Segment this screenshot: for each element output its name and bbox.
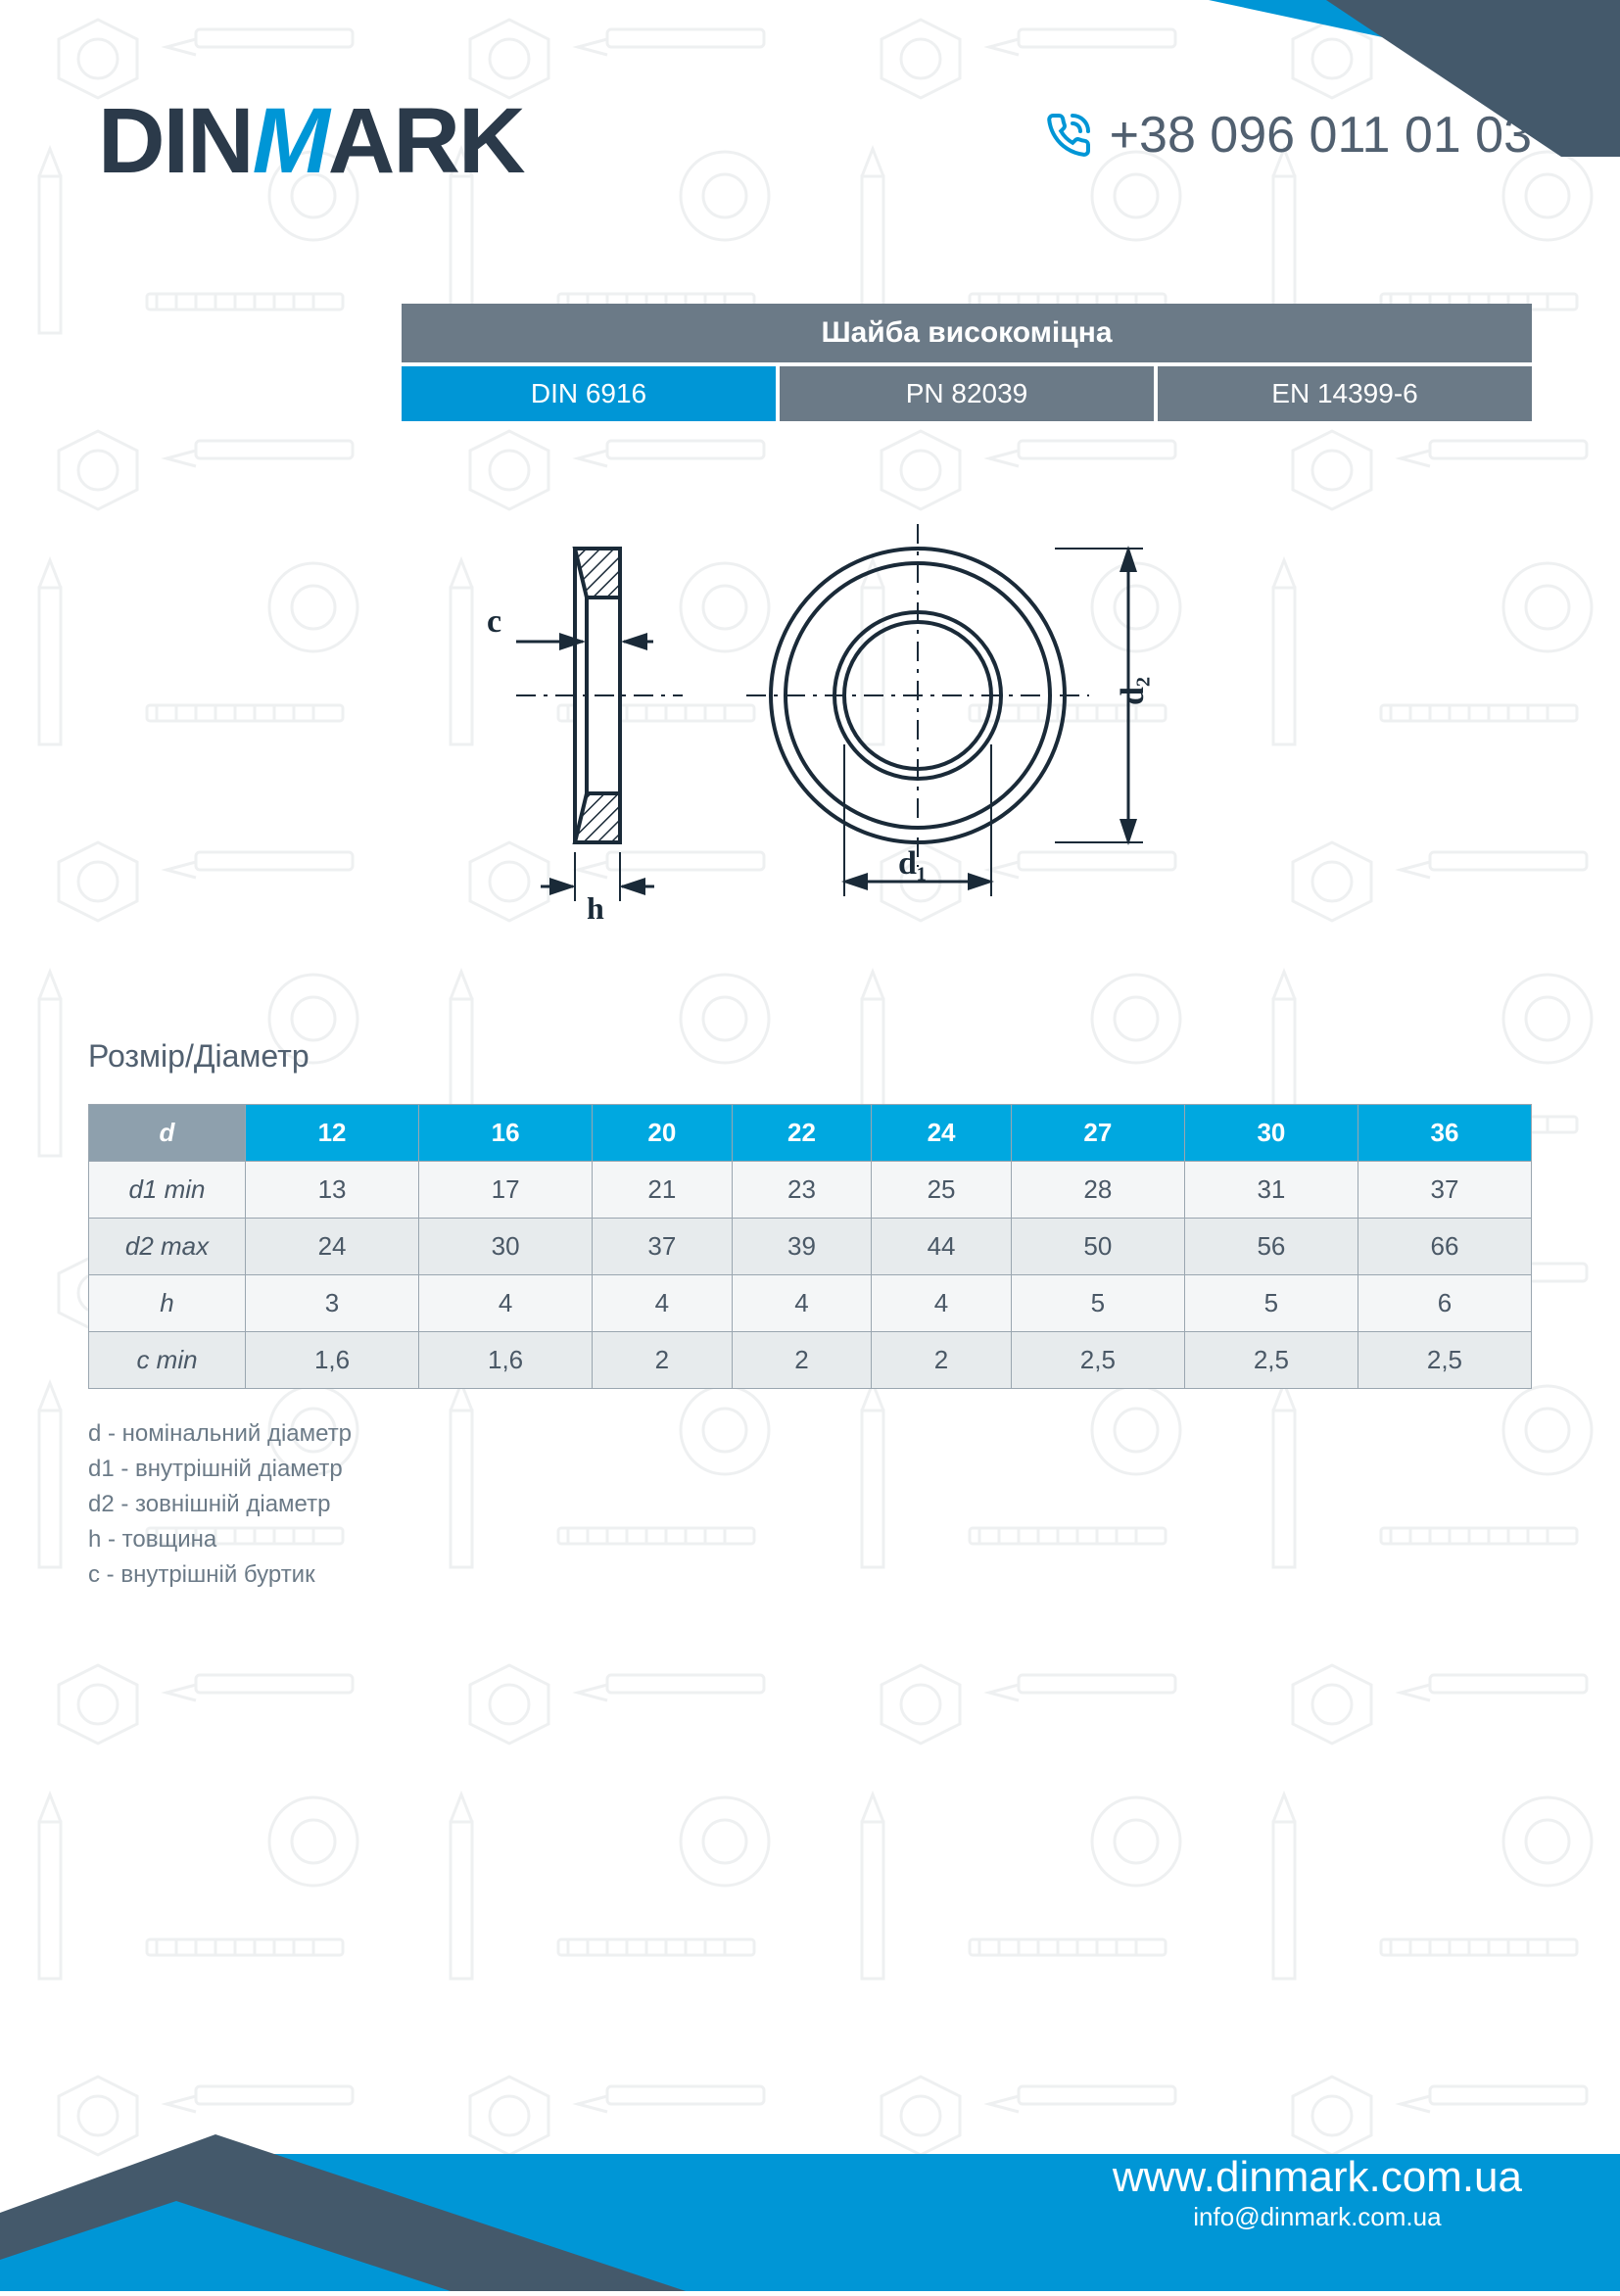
table-cell: 1,6 [419,1332,593,1389]
table-cell: 17 [419,1162,593,1219]
table-row-label: c min [89,1332,246,1389]
standard-cell: PN 82039 [780,366,1154,421]
table-header-cell: 12 [246,1105,419,1162]
table-cell: 23 [732,1162,872,1219]
table-cell: 2,5 [1184,1332,1358,1389]
table-cell: 37 [593,1219,733,1275]
footer-email: info@dinmark.com.ua [1113,2202,1522,2232]
legend-line: d - номінальний діаметр [88,1416,1532,1452]
table-row: h34444556 [89,1275,1532,1332]
logo-part-3: ARK [328,89,524,193]
footer-url: www.dinmark.com.ua [1113,2153,1522,2202]
table-header-cell: 16 [419,1105,593,1162]
table-row-label: d1 min [89,1162,246,1219]
table-header-cell: 30 [1184,1105,1358,1162]
corner-decoration-top [1209,0,1620,157]
table-title: Розмір/Діаметр [88,1038,1532,1075]
table-cell: 56 [1184,1219,1358,1275]
table-header-param: d [89,1105,246,1162]
table-header-cell: 24 [872,1105,1012,1162]
table-body: d1 min1317212325283137d2 max243037394450… [89,1162,1532,1389]
table-cell: 2,5 [1358,1332,1531,1389]
product-title-bar: Шайба високоміцна [402,304,1532,362]
table-cell: 28 [1011,1162,1184,1219]
table-cell: 44 [872,1219,1012,1275]
logo-part-2: M [253,89,328,193]
standard-cell: EN 14399-6 [1158,366,1532,421]
label-d2: d₂ [1115,677,1151,705]
footer: www.dinmark.com.ua info@dinmark.com.ua [0,2095,1620,2291]
table-row: d1 min1317212325283137 [89,1162,1532,1219]
table-cell: 4 [872,1275,1012,1332]
technical-diagram: c h [369,490,1251,921]
table-cell: 4 [732,1275,872,1332]
table-row-label: h [89,1275,246,1332]
label-c: c [487,603,501,640]
table-cell: 37 [1358,1162,1531,1219]
table-header-row: d1216202224273036 [89,1105,1532,1162]
footer-text: www.dinmark.com.ua info@dinmark.com.ua [1113,2153,1522,2232]
table-cell: 5 [1011,1275,1184,1332]
product-title: Шайба високоміцна [821,316,1112,350]
legend-line: d2 - зовнішній діаметр [88,1487,1532,1522]
table-row: d2 max2430373944505666 [89,1219,1532,1275]
table-cell: 2 [593,1332,733,1389]
table-row-label: d2 max [89,1219,246,1275]
table-cell: 39 [732,1219,872,1275]
table-cell: 13 [246,1162,419,1219]
table-cell: 31 [1184,1162,1358,1219]
legend-line: c - внутрішній буртик [88,1557,1532,1593]
table-cell: 1,6 [246,1332,419,1389]
table-cell: 2 [732,1332,872,1389]
legend-line: h - товщина [88,1522,1532,1557]
table-cell: 50 [1011,1219,1184,1275]
table-header-cell: 20 [593,1105,733,1162]
table-cell: 4 [419,1275,593,1332]
table-section: Розмір/Діаметр d1216202224273036 d1 min1… [88,1038,1532,1593]
table-cell: 66 [1358,1219,1531,1275]
table-header-cell: 27 [1011,1105,1184,1162]
label-d1: d₁ [898,845,927,882]
legend-line: d1 - внутрішній діаметр [88,1452,1532,1487]
brand-logo: DINMARK [98,88,524,195]
table-row: c min1,61,62222,52,52,5 [89,1332,1532,1389]
label-h: h [587,890,604,921]
spec-table: d1216202224273036 d1 min1317212325283137… [88,1104,1532,1389]
table-cell: 24 [246,1219,419,1275]
logo-part-1: DIN [98,89,253,193]
table-cell: 3 [246,1275,419,1332]
table-header-cell: 36 [1358,1105,1531,1162]
phone-icon [1045,112,1092,159]
table-cell: 4 [593,1275,733,1332]
legend: d - номінальний діаметрd1 - внутрішній д… [88,1416,1532,1593]
table-cell: 5 [1184,1275,1358,1332]
table-cell: 2 [872,1332,1012,1389]
standard-cell: DIN 6916 [402,366,776,421]
table-cell: 25 [872,1162,1012,1219]
table-cell: 21 [593,1162,733,1219]
table-header-cell: 22 [732,1105,872,1162]
table-cell: 6 [1358,1275,1531,1332]
standards-row: DIN 6916PN 82039EN 14399-6 [402,366,1532,421]
table-cell: 2,5 [1011,1332,1184,1389]
table-cell: 30 [419,1219,593,1275]
